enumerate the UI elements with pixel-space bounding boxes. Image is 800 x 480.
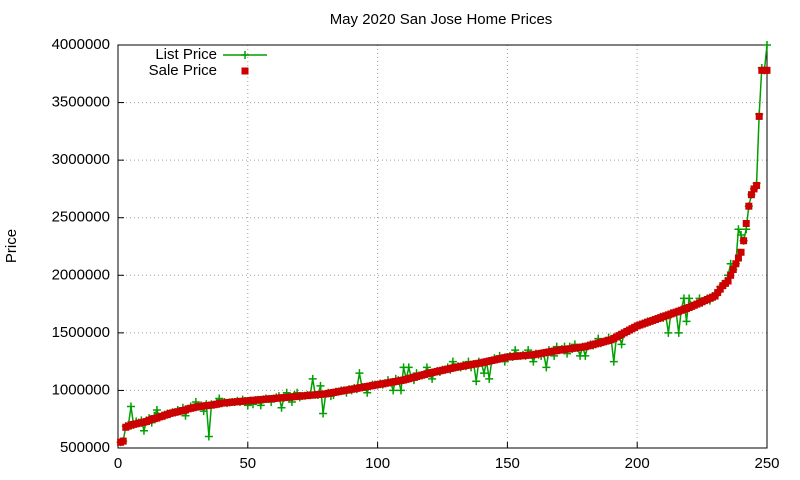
- point: [277, 403, 286, 412]
- series-line: [120, 44, 768, 443]
- point: [119, 437, 127, 445]
- point: [542, 363, 551, 372]
- legend-label: Sale Price: [149, 62, 217, 79]
- y-tick-label: 2500000: [52, 209, 110, 226]
- point: [740, 237, 748, 245]
- x-tick-label: 100: [365, 455, 390, 472]
- point: [755, 112, 763, 120]
- point: [664, 328, 673, 337]
- point: [732, 260, 740, 268]
- point: [729, 266, 737, 274]
- x-tick-label: 150: [495, 455, 520, 472]
- point: [126, 402, 135, 411]
- y-tick-label: 4000000: [52, 36, 110, 53]
- y-tick-label: 3500000: [52, 94, 110, 111]
- y-tick-label: 2000000: [52, 266, 110, 283]
- point: [609, 357, 618, 366]
- chart-title: May 2020 San Jose Home Prices: [330, 11, 553, 28]
- point: [404, 363, 413, 372]
- y-tick-label: 1000000: [52, 381, 110, 398]
- plot-border: [117, 44, 768, 449]
- point: [485, 374, 494, 383]
- point: [763, 66, 771, 74]
- x-tick-label: 200: [625, 455, 650, 472]
- point: [753, 181, 761, 189]
- point: [204, 432, 213, 441]
- point: [734, 225, 743, 234]
- point: [617, 340, 626, 349]
- x-tick-label: 250: [754, 455, 779, 472]
- point: [747, 191, 755, 199]
- point: [745, 202, 753, 210]
- point: [742, 219, 750, 227]
- point: [685, 294, 694, 303]
- point: [737, 248, 745, 256]
- point: [763, 41, 771, 49]
- point: [139, 426, 148, 435]
- point: [529, 357, 538, 366]
- point: [389, 386, 398, 395]
- legend-marker: [241, 51, 249, 59]
- point: [472, 377, 481, 386]
- point: [581, 351, 590, 360]
- point: [152, 406, 161, 415]
- point: [355, 369, 364, 378]
- point: [727, 271, 735, 279]
- legend-label: List Price: [155, 46, 217, 63]
- y-tick-label: 3000000: [52, 151, 110, 168]
- point: [319, 409, 328, 418]
- point: [316, 381, 325, 390]
- y-tick-label: 500000: [60, 439, 110, 456]
- legend-marker: [241, 67, 249, 75]
- point: [480, 369, 489, 378]
- point: [682, 317, 691, 326]
- point: [308, 374, 317, 383]
- point: [396, 386, 405, 395]
- point: [734, 254, 742, 262]
- y-axis-label: Price: [3, 229, 20, 263]
- point: [674, 328, 683, 337]
- x-tick-label: 50: [239, 455, 256, 472]
- x-tick-label: 0: [114, 455, 122, 472]
- point: [724, 277, 732, 285]
- y-tick-label: 1500000: [52, 324, 110, 341]
